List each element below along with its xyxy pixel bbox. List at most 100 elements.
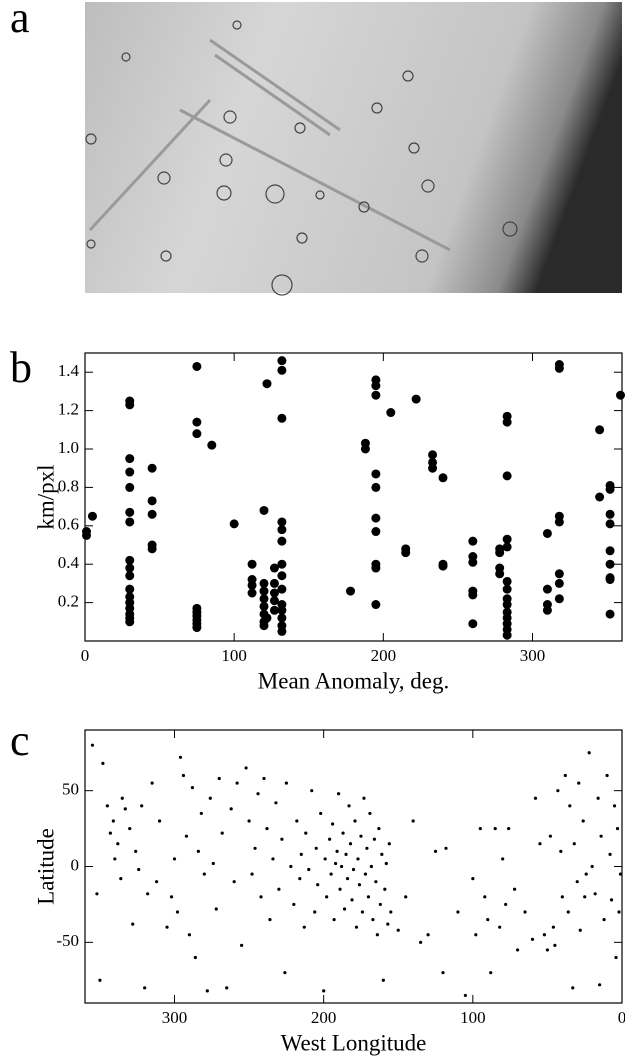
y-axis-title: km/pxl xyxy=(33,464,58,529)
x-tick-label: 200 xyxy=(311,1008,337,1027)
image-background xyxy=(85,2,622,293)
data-point xyxy=(489,971,493,975)
data-point xyxy=(334,861,338,866)
data-point xyxy=(374,880,378,884)
data-point xyxy=(553,943,557,947)
data-point xyxy=(605,559,615,569)
data-point xyxy=(131,922,135,926)
data-point xyxy=(411,819,415,823)
data-point xyxy=(577,781,581,785)
data-point xyxy=(468,590,478,600)
data-point xyxy=(205,989,209,993)
data-point xyxy=(371,390,381,400)
data-point xyxy=(146,892,150,896)
data-point xyxy=(616,390,625,400)
data-point xyxy=(354,925,359,929)
data-point xyxy=(502,471,512,481)
data-point xyxy=(277,365,287,375)
data-point xyxy=(147,544,157,554)
data-point xyxy=(184,834,189,838)
x-tick-label: 0 xyxy=(81,646,90,665)
data-point xyxy=(560,895,564,899)
data-point xyxy=(595,492,605,502)
panel-label: a xyxy=(10,0,30,42)
data-point xyxy=(554,594,564,604)
data-point xyxy=(368,811,372,816)
data-point xyxy=(120,796,124,800)
data-point xyxy=(351,867,356,872)
data-point xyxy=(371,381,381,391)
data-point xyxy=(542,605,552,615)
data-point xyxy=(302,925,306,929)
data-point xyxy=(386,408,396,418)
data-point xyxy=(87,511,97,521)
data-point xyxy=(386,922,390,926)
data-point xyxy=(353,819,357,823)
data-point xyxy=(134,849,138,853)
data-point xyxy=(101,761,105,765)
data-point xyxy=(608,852,612,856)
data-point xyxy=(618,872,623,876)
data-point xyxy=(295,819,299,823)
data-point xyxy=(566,910,570,914)
data-point xyxy=(339,864,344,869)
data-point xyxy=(81,527,91,537)
data-point xyxy=(331,822,335,826)
data-point xyxy=(345,877,350,881)
data-point xyxy=(250,872,254,876)
data-point xyxy=(90,743,95,747)
data-point xyxy=(554,517,564,527)
panel-label: b xyxy=(10,343,32,392)
data-point xyxy=(383,887,387,891)
data-point xyxy=(192,623,202,633)
data-point xyxy=(157,819,162,823)
data-point xyxy=(357,883,362,887)
data-point xyxy=(371,917,375,922)
data-point xyxy=(609,898,614,902)
data-point xyxy=(523,910,527,914)
panel-label: c xyxy=(10,716,30,765)
data-point xyxy=(313,910,317,914)
y-tick-label: 0.2 xyxy=(58,592,79,611)
y-tick-label: 1.2 xyxy=(58,400,79,419)
data-point xyxy=(554,363,564,373)
data-point xyxy=(125,467,135,477)
data-point xyxy=(341,831,345,835)
data-point xyxy=(498,925,502,929)
data-point xyxy=(584,872,588,876)
data-point xyxy=(304,831,308,835)
data-point xyxy=(187,933,192,937)
data-point xyxy=(575,880,579,884)
data-point xyxy=(502,417,512,427)
data-point xyxy=(605,575,615,585)
data-point xyxy=(401,548,411,558)
x-axis-title: West Longitude xyxy=(281,1030,427,1055)
data-point xyxy=(363,872,368,876)
data-point xyxy=(235,781,239,785)
data-point xyxy=(372,837,376,841)
data-point xyxy=(504,902,508,907)
data-point xyxy=(551,925,555,929)
data-point xyxy=(98,978,102,982)
data-point xyxy=(190,786,194,790)
y-tick-label: 1.0 xyxy=(58,438,79,457)
data-point xyxy=(125,617,135,627)
y-tick-label: 50 xyxy=(62,780,79,799)
data-point xyxy=(247,559,257,569)
data-point xyxy=(486,917,490,922)
data-point xyxy=(377,826,381,831)
data-point xyxy=(342,907,347,911)
data-point xyxy=(125,517,135,527)
data-point xyxy=(269,588,279,598)
data-point xyxy=(507,826,511,831)
data-point xyxy=(563,773,567,778)
data-point xyxy=(495,548,505,558)
data-point xyxy=(268,917,272,922)
data-point xyxy=(605,484,615,494)
data-point xyxy=(277,356,287,366)
data-point xyxy=(605,546,615,556)
data-point xyxy=(378,902,382,907)
craters xyxy=(85,20,518,296)
data-point xyxy=(271,857,275,861)
